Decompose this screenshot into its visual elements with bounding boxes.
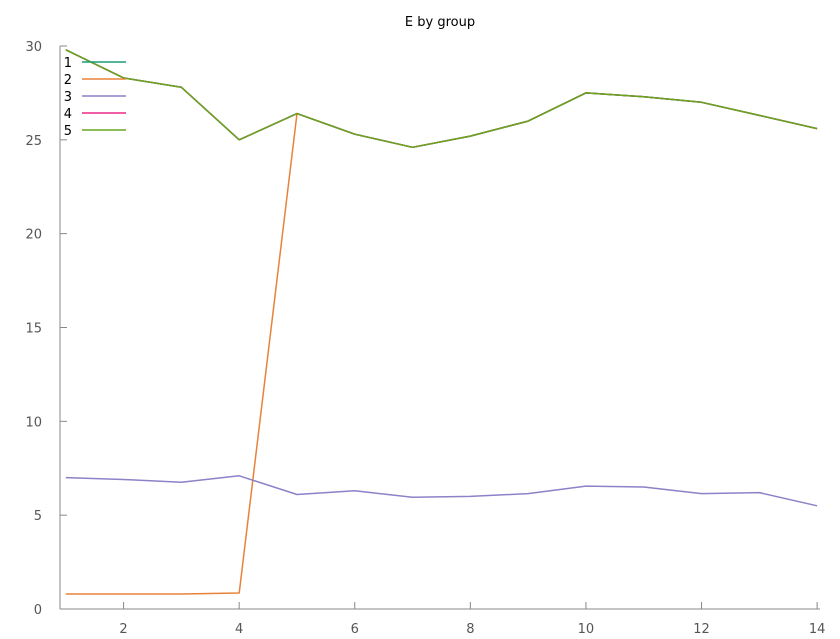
- series-line-3: [65, 475, 818, 507]
- y-tick-label: 20: [25, 228, 42, 243]
- series-line-2: [65, 92, 818, 595]
- x-tick-label: 4: [235, 622, 243, 637]
- chart-legend: 1 2 3 4 5: [64, 56, 126, 139]
- x-tick-label: 14: [809, 622, 826, 637]
- y-tick-label: 5: [34, 509, 42, 524]
- series-line-5: [65, 49, 818, 149]
- x-tick-label: 6: [351, 622, 359, 637]
- x-tick-label: 8: [466, 622, 474, 637]
- x-tick-label: 12: [693, 622, 710, 637]
- y-tick-label: 15: [25, 322, 42, 337]
- legend-label-4: 4: [64, 107, 72, 122]
- y-tick-label: 10: [25, 415, 42, 430]
- series-layer: [65, 49, 818, 595]
- legend-label-3: 3: [64, 90, 72, 105]
- legend-label-1: 1: [64, 56, 72, 71]
- x-tick-label: 10: [578, 622, 595, 637]
- x-tick-label: 2: [119, 622, 127, 637]
- series-line-1: [65, 49, 818, 149]
- series-line-4: [65, 49, 818, 149]
- legend-label-5: 5: [64, 124, 72, 139]
- chart-title: E by group: [405, 15, 475, 30]
- y-tick-label: 0: [34, 603, 42, 618]
- legend-label-2: 2: [64, 73, 72, 88]
- y-tick-label: 30: [25, 40, 42, 55]
- y-tick-label: 25: [25, 134, 42, 149]
